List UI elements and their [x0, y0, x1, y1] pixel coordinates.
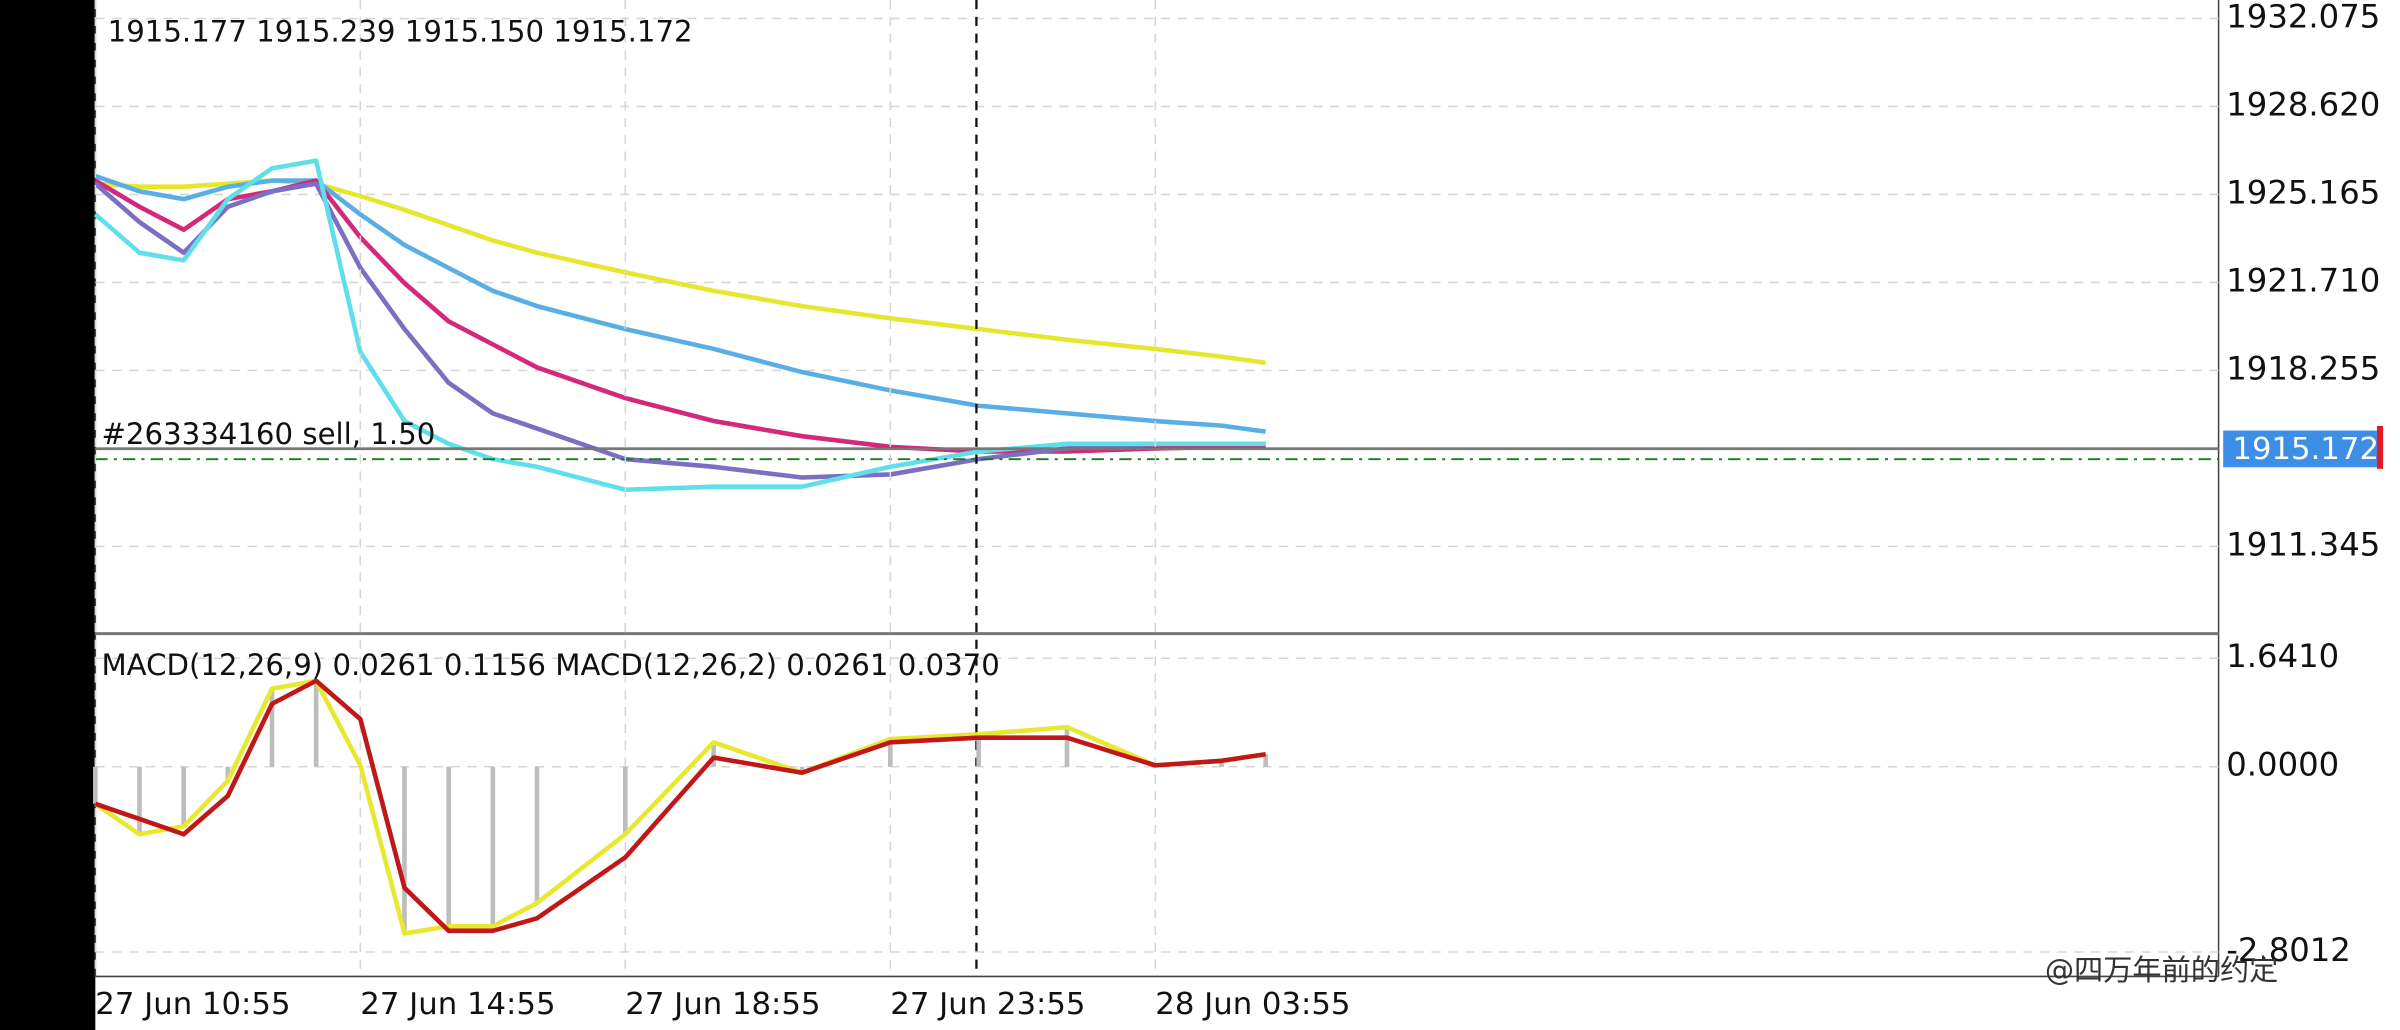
histogram-bar: [93, 766, 98, 804]
macd-label: MACD(12,26,9) 0.0261 0.1156 MACD(12,26,2…: [101, 648, 999, 682]
watermark: @四万年前的约定: [2045, 953, 2279, 987]
ohlc-header: 1915.177 1915.239 1915.150 1915.172: [108, 15, 693, 49]
x-tick-label: 27 Jun 10:55: [95, 987, 290, 1022]
histogram-bar: [446, 766, 451, 927]
indicator-line: [95, 178, 1266, 365]
x-tick-label: 28 Jun 03:55: [1155, 987, 1350, 1022]
indicator-line: [94, 178, 1266, 454]
histogram-bar: [976, 734, 981, 767]
order-label: #263334160 sell, 1.50: [101, 417, 435, 451]
y-tick-label: -2.8012: [2226, 931, 2351, 969]
current-price-marker: [2376, 425, 2384, 469]
histogram-bar: [534, 766, 540, 904]
histogram-bar: [225, 766, 231, 781]
indicator-line: [94, 678, 1266, 934]
current-price-label: 1915.172: [2232, 432, 2379, 467]
y-tick-label: 1.6410: [2226, 637, 2339, 675]
histogram-bar: [1219, 760, 1224, 767]
y-tick-label: 1921.710: [2226, 261, 2380, 299]
histogram-bar: [490, 766, 496, 927]
histogram-bar: [623, 766, 628, 835]
x-tick-label: 27 Jun 14:55: [360, 987, 555, 1022]
current-price-box: [2223, 430, 2377, 468]
histogram-bar: [402, 766, 407, 934]
y-tick-label: 1928.620: [2226, 85, 2380, 123]
histogram-bar: [1064, 727, 1070, 767]
histogram-bar: [799, 766, 805, 773]
y-tick-label: 1911.345: [2226, 525, 2380, 563]
layer: 1932.075 1928.620 1925.165 1921.710 1918.255…: [93, 0, 2384, 1022]
histogram-bar: [887, 738, 893, 767]
y-tick-label: 1925.165: [2226, 173, 2380, 211]
y-tick-label: 1918.255: [2226, 349, 2380, 387]
y-tick-label: 1932.075: [2226, 0, 2380, 35]
indicator-line: [94, 173, 1266, 434]
histogram-bar: [269, 688, 275, 767]
indicator-line: [94, 678, 1266, 936]
histogram-bar: [1263, 754, 1269, 767]
indicator-line: [93, 158, 1266, 493]
histogram-bar: [313, 680, 319, 767]
histogram-bar: [181, 766, 186, 827]
left-bezel: [0, 0, 96, 1030]
histogram-bar: [137, 766, 142, 835]
y-tick-label: 0.0000: [2226, 746, 2339, 784]
x-tick-label: 27 Jun 23:55: [890, 987, 1085, 1022]
x-tick-label: 27 Jun 18:55: [625, 987, 820, 1022]
histogram-bar: [711, 742, 716, 767]
indicator-line: [93, 181, 1266, 480]
